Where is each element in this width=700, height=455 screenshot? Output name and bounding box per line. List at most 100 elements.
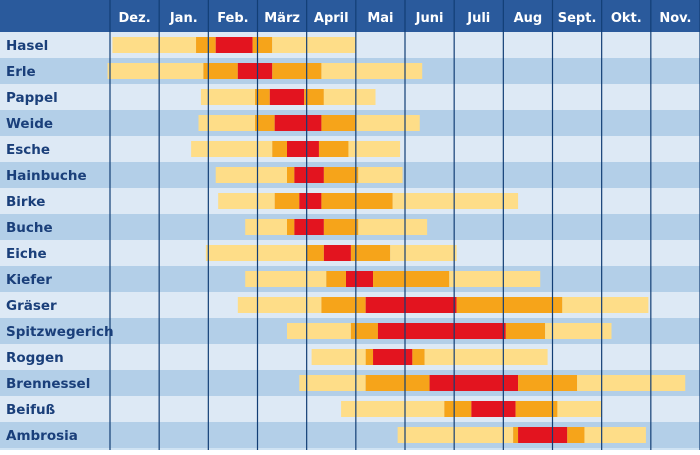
plant-label: Spitzwegerich	[6, 324, 114, 340]
pollen-bar-medium	[287, 219, 295, 235]
pollen-bar-high	[471, 401, 516, 417]
pollen-bar-low	[198, 115, 256, 131]
pollen-bar-medium	[321, 193, 393, 209]
plant-label: Gräser	[6, 298, 57, 314]
plant-label: Hainbuche	[6, 168, 87, 184]
month-label: Mai	[367, 11, 393, 26]
pollen-bar-high	[346, 271, 374, 287]
month-label: März	[264, 11, 300, 26]
pollen-bar-low	[449, 271, 541, 287]
pollen-bar-medium	[373, 271, 450, 287]
plant-label: Roggen	[6, 350, 64, 366]
pollen-bar-low	[218, 193, 275, 209]
pollen-bar-medium	[350, 323, 378, 339]
pollen-bar-medium	[567, 427, 585, 443]
pollen-bar-low	[245, 271, 327, 287]
pollen-bar-low	[323, 89, 376, 105]
pollen-bar-low	[245, 219, 287, 235]
plant-label: Pappel	[6, 90, 58, 106]
pollen-bar-low	[200, 89, 256, 105]
pollen-bar-low	[392, 193, 519, 209]
month-label: Jan.	[169, 11, 198, 26]
pollen-bar-medium	[304, 89, 324, 105]
pollen-bar-medium	[518, 375, 578, 391]
plant-label: Birke	[6, 194, 45, 210]
pollen-bar-medium	[444, 401, 472, 417]
pollen-bar-medium	[272, 141, 287, 157]
month-label: Juli	[466, 11, 490, 26]
pollen-bar-medium	[513, 427, 519, 443]
pollen-bar-medium	[196, 37, 216, 53]
plant-label: Esche	[6, 142, 50, 158]
pollen-bar-low	[321, 63, 423, 79]
pollen-bar-low	[272, 37, 356, 53]
pollen-bar-low	[205, 245, 307, 261]
header-band	[0, 0, 700, 32]
pollen-bar-medium	[456, 297, 563, 313]
pollen-bar-medium	[323, 167, 359, 183]
pollen-bar-medium	[306, 245, 324, 261]
pollen-bar-medium	[272, 63, 322, 79]
pollen-bar-high	[365, 297, 457, 313]
pollen-bar-high	[518, 427, 568, 443]
pollen-bar-high	[237, 63, 273, 79]
month-label: Aug	[514, 11, 543, 26]
pollen-bar-medium	[287, 167, 295, 183]
plant-label: Kiefer	[6, 272, 52, 288]
pollen-bar-medium	[350, 245, 391, 261]
pollen-bar-low	[237, 297, 322, 313]
pollen-bar-high	[294, 219, 324, 235]
pollen-bar-high	[373, 349, 413, 365]
pollen-bar-medium	[255, 89, 270, 105]
pollen-bar-low	[355, 115, 420, 131]
pollen-bar-high	[429, 375, 519, 391]
pollen-bar-low	[287, 323, 351, 339]
plant-label: Eiche	[6, 246, 47, 262]
pollen-bar-low	[390, 245, 457, 261]
pollen-bar-high	[299, 193, 322, 209]
pollen-bar-medium	[203, 63, 238, 79]
pollen-bar-medium	[323, 219, 359, 235]
pollen-bar-low	[358, 167, 403, 183]
month-label: Juni	[415, 11, 444, 26]
pollen-bar-medium	[505, 323, 546, 339]
plant-label: Brennessel	[6, 376, 90, 392]
pollen-bar-medium	[326, 271, 346, 287]
pollen-bar-medium	[365, 349, 374, 365]
pollen-bar-medium	[274, 193, 300, 209]
pollen-bar-high	[294, 167, 324, 183]
month-label: April	[314, 11, 349, 26]
pollen-bar-low	[557, 401, 602, 417]
pollen-bar-high	[377, 323, 506, 339]
pollen-bar-medium	[412, 349, 425, 365]
pollen-bar-low	[215, 167, 287, 183]
pollen-bar-low	[577, 375, 686, 391]
plant-label: Weide	[6, 116, 53, 132]
pollen-bar-low	[397, 427, 514, 443]
pollen-bar-low	[424, 349, 548, 365]
pollen-bar-medium	[252, 37, 273, 53]
pollen-bar-low	[358, 219, 428, 235]
pollen-bar-medium	[321, 115, 356, 131]
pollen-bar-medium	[321, 297, 366, 313]
pollen-bar-high	[215, 37, 253, 53]
month-label: Okt.	[611, 11, 642, 26]
pollen-bar-high	[274, 115, 322, 131]
month-label: Dez.	[119, 11, 151, 26]
pollen-bar-low	[584, 427, 646, 443]
pollen-bar-low	[107, 63, 204, 79]
pollen-bar-low	[112, 37, 197, 53]
plant-label: Beifuß	[6, 402, 56, 418]
pollen-bar-low	[562, 297, 649, 313]
plant-label: Buche	[6, 220, 53, 236]
pollen-bar-low	[341, 401, 445, 417]
plant-label: Erle	[6, 64, 36, 80]
month-label: Nov.	[659, 11, 691, 26]
plant-label: Ambrosia	[6, 428, 78, 444]
pollen-bar-medium	[515, 401, 558, 417]
pollen-bar-low	[348, 141, 401, 157]
pollen-bar-high	[269, 89, 305, 105]
pollen-bar-high	[287, 141, 319, 157]
pollen-bar-low	[191, 141, 273, 157]
